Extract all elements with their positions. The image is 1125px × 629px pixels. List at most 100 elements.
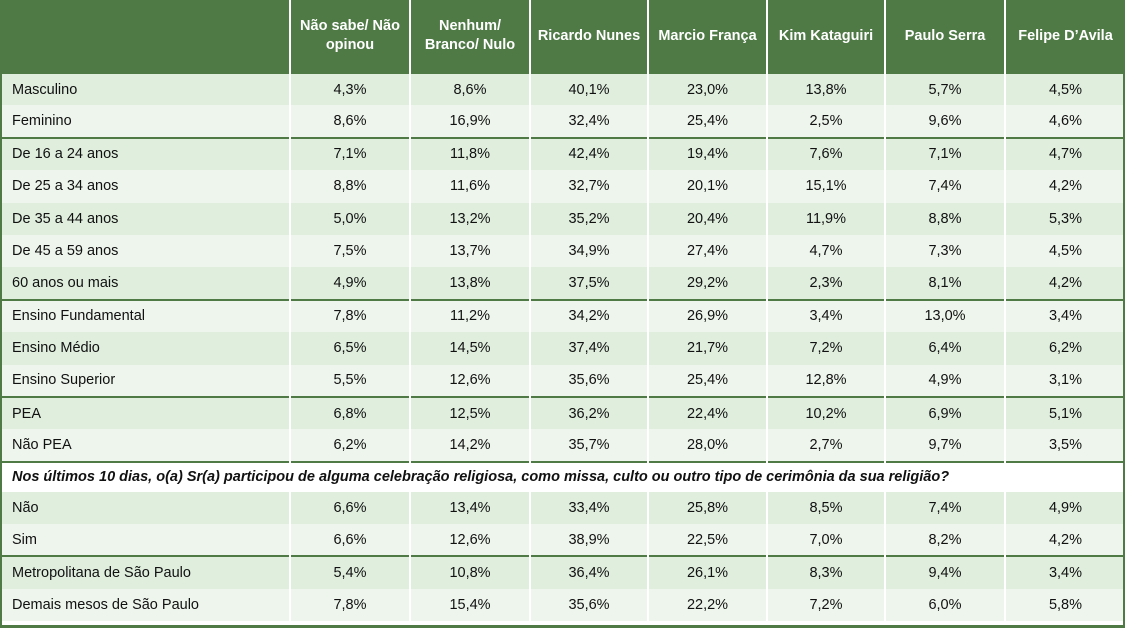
value-cell: 4,9%: [289, 267, 410, 300]
value-cell: 4,3%: [289, 71, 410, 106]
value-cell: 26,1%: [647, 555, 767, 589]
row-label: Sim: [0, 524, 290, 557]
table-body: Masculino 4,3% 8,6% 40,1% 23,0% 13,8% 5,7% 4,5%…: [0, 71, 1125, 622]
header-cell-empty: [0, 0, 290, 73]
value-cell: 6,2%: [289, 429, 410, 462]
value-cell: 13,8%: [409, 267, 530, 300]
value-cell: 6,6%: [289, 524, 410, 557]
value-cell: 35,6%: [529, 364, 648, 397]
value-cell: 25,4%: [647, 105, 767, 138]
table-row: Ensino Médio 6,5% 14,5% 37,4% 21,7% 7,2% 6,4% 6…: [0, 332, 1125, 365]
row-label: 60 anos ou mais: [0, 267, 290, 300]
header-cell-nenhum: Nenhum/ Branco/ Nulo: [409, 0, 530, 73]
value-cell: 7,6%: [766, 136, 885, 171]
value-cell: 42,4%: [529, 136, 648, 171]
value-cell: 2,3%: [766, 267, 885, 300]
value-cell: 6,5%: [289, 332, 410, 365]
value-cell: 12,6%: [409, 524, 530, 557]
value-cell: 7,4%: [884, 491, 1005, 525]
value-cell: 9,7%: [884, 429, 1005, 462]
value-cell: 13,0%: [884, 298, 1005, 333]
row-label: Ensino Fundamental: [0, 298, 290, 333]
table-row: Sim 6,6% 12,6% 38,9% 22,5% 7,0% 8,2% 4,2%: [0, 524, 1125, 557]
table-row: Ensino Fundamental 7,8% 11,2% 34,2% 26,9% 3,4…: [0, 298, 1125, 333]
value-cell: 19,4%: [647, 136, 767, 171]
value-cell: 20,1%: [647, 170, 767, 203]
value-cell: 7,4%: [884, 170, 1005, 203]
value-cell: 8,3%: [766, 555, 885, 589]
value-cell: 8,8%: [884, 202, 1005, 235]
value-cell: 4,7%: [1004, 136, 1125, 171]
header-cell-ricardo-nunes: Ricardo Nunes: [529, 0, 648, 73]
value-cell: 4,9%: [884, 364, 1005, 397]
value-cell: 5,3%: [1004, 202, 1125, 235]
table-row: De 45 a 59 anos 7,5% 13,7% 34,9% 27,4% 4,7% 7,…: [0, 234, 1125, 268]
row-label: De 35 a 44 anos: [0, 202, 290, 235]
header-row: Não sabe/ Não opinou Nenhum/ Branco/ Nul…: [0, 0, 1125, 73]
value-cell: 28,0%: [647, 429, 767, 462]
value-cell: 4,2%: [1004, 170, 1125, 203]
value-cell: 8,2%: [884, 524, 1005, 557]
table-row: De 35 a 44 anos 5,0% 13,2% 35,2% 20,4% 11,9% 8…: [0, 202, 1125, 235]
value-cell: 9,4%: [884, 555, 1005, 589]
table-row: 60 anos ou mais 4,9% 13,8% 37,5% 29,2% 2,3% 8,…: [0, 267, 1125, 300]
value-cell: 13,8%: [766, 71, 885, 106]
row-label: Não PEA: [0, 429, 290, 462]
row-label: Demais mesos de São Paulo: [0, 588, 290, 622]
value-cell: 4,9%: [1004, 491, 1125, 525]
bottom-border: [0, 625, 1125, 628]
value-cell: 6,8%: [289, 395, 410, 430]
value-cell: 5,1%: [1004, 395, 1125, 430]
table-row: Metropolitana de São Paulo 5,4% 10,8% 36,4%…: [0, 555, 1125, 589]
value-cell: 5,0%: [289, 202, 410, 235]
value-cell: 2,7%: [766, 429, 885, 462]
value-cell: 7,3%: [884, 234, 1005, 268]
value-cell: 7,8%: [289, 588, 410, 622]
value-cell: 29,2%: [647, 267, 767, 300]
value-cell: 32,4%: [529, 105, 648, 138]
value-cell: 8,8%: [289, 170, 410, 203]
row-label: De 25 a 34 anos: [0, 170, 290, 203]
value-cell: 22,4%: [647, 395, 767, 430]
value-cell: 5,5%: [289, 364, 410, 397]
value-cell: 40,1%: [529, 71, 648, 106]
value-cell: 6,4%: [884, 332, 1005, 365]
value-cell: 7,8%: [289, 298, 410, 333]
value-cell: 8,6%: [289, 105, 410, 138]
row-label: Metropolitana de São Paulo: [0, 555, 290, 589]
table-row: PEA 6,8% 12,5% 36,2% 22,4% 10,2% 6,9% 5,1%: [0, 395, 1125, 430]
value-cell: 2,5%: [766, 105, 885, 138]
value-cell: 12,5%: [409, 395, 530, 430]
value-cell: 10,8%: [409, 555, 530, 589]
value-cell: 14,2%: [409, 429, 530, 462]
value-cell: 7,2%: [766, 588, 885, 622]
value-cell: 4,2%: [1004, 267, 1125, 300]
value-cell: 23,0%: [647, 71, 767, 106]
value-cell: 7,1%: [289, 136, 410, 171]
value-cell: 13,4%: [409, 491, 530, 525]
value-cell: 13,2%: [409, 202, 530, 235]
value-cell: 36,2%: [529, 395, 648, 430]
value-cell: 34,9%: [529, 234, 648, 268]
value-cell: 5,7%: [884, 71, 1005, 106]
table-row: Feminino 8,6% 16,9% 32,4% 25,4% 2,5% 9,6% 4,6%: [0, 105, 1125, 138]
value-cell: 3,5%: [1004, 429, 1125, 462]
value-cell: 4,6%: [1004, 105, 1125, 138]
value-cell: 22,5%: [647, 524, 767, 557]
table-row: Não 6,6% 13,4% 33,4% 25,8% 8,5% 7,4% 4,9%: [0, 491, 1125, 525]
value-cell: 7,5%: [289, 234, 410, 268]
row-label: PEA: [0, 395, 290, 430]
value-cell: 33,4%: [529, 491, 648, 525]
left-border: [0, 0, 2, 628]
header-cell-marcio-franca: Marcio França: [647, 0, 767, 73]
value-cell: 11,9%: [766, 202, 885, 235]
value-cell: 14,5%: [409, 332, 530, 365]
value-cell: 37,5%: [529, 267, 648, 300]
value-cell: 13,7%: [409, 234, 530, 268]
value-cell: 7,2%: [766, 332, 885, 365]
value-cell: 9,6%: [884, 105, 1005, 138]
row-label: Masculino: [0, 71, 290, 106]
value-cell: 5,4%: [289, 555, 410, 589]
value-cell: 12,6%: [409, 364, 530, 397]
